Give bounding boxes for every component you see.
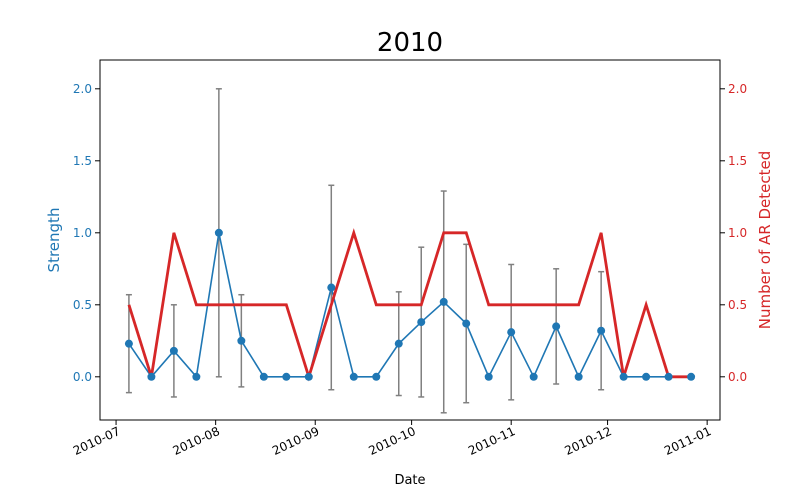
strength-point — [304, 372, 313, 381]
strength-point — [597, 326, 606, 335]
strength-points — [124, 228, 696, 381]
y-left-tick-label: 0.0 — [73, 370, 92, 384]
x-tick-label: 2010-09 — [270, 424, 321, 458]
x-tick-label: 2010-08 — [171, 424, 222, 458]
strength-point — [574, 372, 583, 381]
strength-point — [664, 372, 673, 381]
y-right-tick-label: 1.5 — [728, 154, 747, 168]
strength-point — [417, 318, 426, 327]
chart-title: 2010 — [377, 28, 443, 58]
plot-frame — [99, 59, 721, 421]
strength-point — [484, 372, 493, 381]
strength-point — [147, 372, 156, 381]
y-left-tick-label: 1.0 — [73, 226, 92, 240]
y-axis-label-left: Strength — [45, 208, 63, 273]
x-tick-label: 2010-12 — [562, 424, 613, 458]
strength-point — [237, 336, 246, 345]
ar-detected-line — [127, 228, 692, 382]
y-axis-right: 0.0 0.5 1.0 1.5 2.0 — [720, 82, 747, 384]
x-tick-label: 2011-01 — [662, 424, 713, 458]
strength-point — [124, 339, 133, 348]
strength-point — [529, 372, 538, 381]
strength-point — [642, 372, 651, 381]
strength-point — [327, 283, 336, 292]
y-axis-label-right: Number of AR Detected — [756, 151, 774, 329]
y-right-tick-label: 0.5 — [728, 298, 747, 312]
y-right-tick-label: 0.0 — [728, 370, 747, 384]
strength-point — [169, 346, 178, 355]
strength-point — [394, 339, 403, 348]
y-left-tick-label: 1.5 — [73, 154, 92, 168]
strength-point — [687, 372, 696, 381]
strength-point — [214, 228, 223, 237]
strength-point — [372, 372, 381, 381]
strength-point — [259, 372, 268, 381]
strength-point — [282, 372, 291, 381]
strength-point — [462, 319, 471, 328]
x-axis-label: Date — [394, 473, 425, 488]
x-tick-label: 2010-11 — [466, 424, 517, 458]
x-axis: 2010-07 2010-08 2010-09 2010-10 2010-11 2010-… — [71, 420, 713, 458]
strength-point — [439, 297, 448, 306]
strength-point — [507, 328, 516, 337]
strength-point — [552, 322, 561, 331]
y-right-tick-label: 2.0 — [728, 82, 747, 96]
y-left-tick-label: 0.5 — [73, 298, 92, 312]
plot-area — [124, 88, 696, 414]
strength-line — [128, 232, 692, 379]
strength-point — [349, 372, 358, 381]
y-right-tick-label: 1.0 — [728, 226, 747, 240]
y-left-tick-label: 2.0 — [73, 82, 92, 96]
strength-point — [192, 372, 201, 381]
x-tick-label: 2010-07 — [71, 424, 122, 458]
x-tick-label: 2010-10 — [367, 424, 418, 458]
strength-point — [619, 372, 628, 381]
y-axis-left: 0.0 0.5 1.0 1.5 2.0 — [73, 82, 100, 384]
